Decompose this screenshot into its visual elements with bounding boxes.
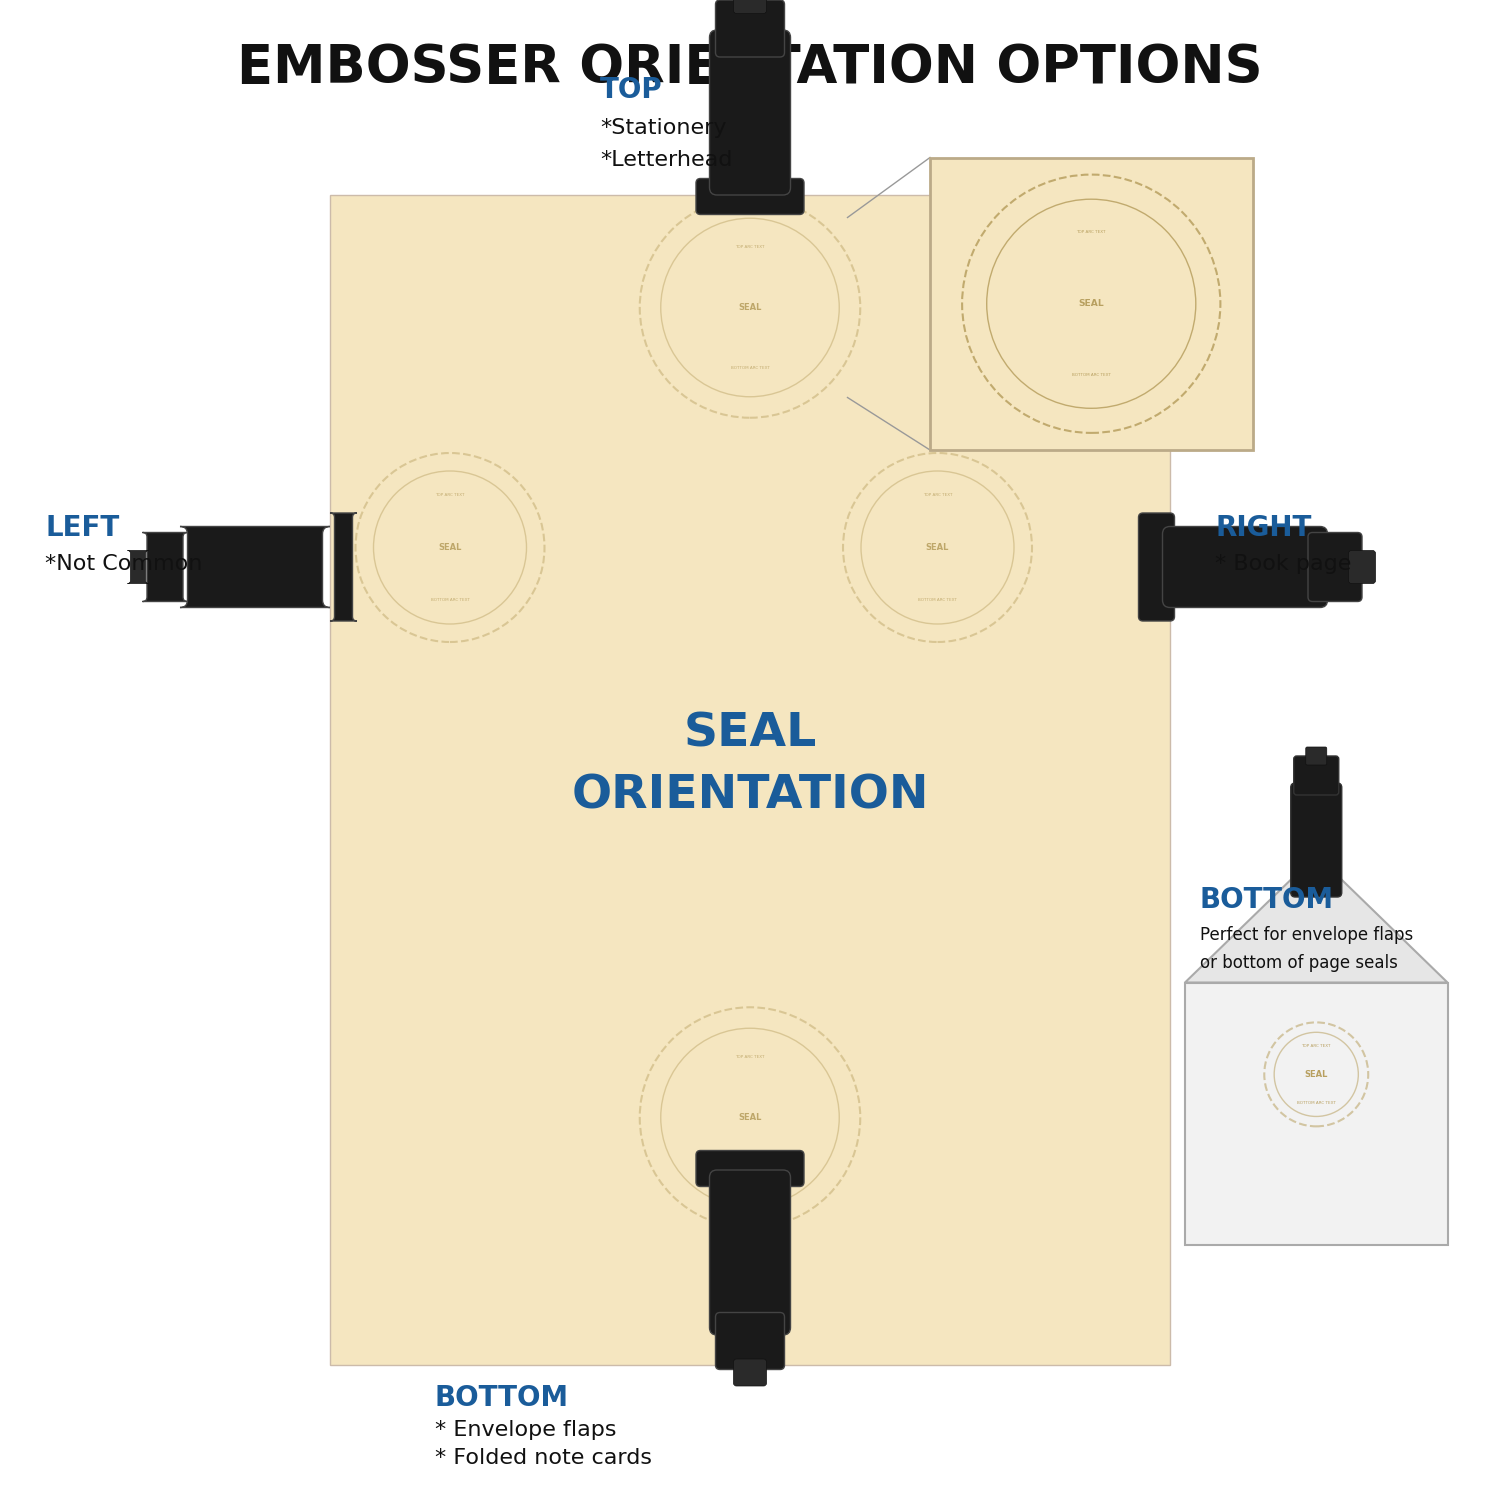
Text: SEAL: SEAL xyxy=(438,543,462,552)
FancyBboxPatch shape xyxy=(330,195,1170,1365)
Text: BOTTOM: BOTTOM xyxy=(1200,886,1334,914)
FancyBboxPatch shape xyxy=(142,532,188,602)
Text: TOP ARC TEXT: TOP ARC TEXT xyxy=(1302,1044,1330,1047)
Text: or bottom of page seals: or bottom of page seals xyxy=(1200,954,1398,972)
Text: SEAL: SEAL xyxy=(1305,1070,1328,1078)
Text: * Book page: * Book page xyxy=(1215,554,1352,574)
Text: *Not Common: *Not Common xyxy=(45,554,203,574)
Text: * Envelope flaps: * Envelope flaps xyxy=(435,1419,616,1440)
FancyBboxPatch shape xyxy=(1185,982,1448,1245)
FancyBboxPatch shape xyxy=(930,158,1252,450)
Text: BOTTOM ARC TEXT: BOTTOM ARC TEXT xyxy=(730,366,770,370)
Text: *Letterhead: *Letterhead xyxy=(600,150,732,171)
FancyBboxPatch shape xyxy=(716,0,784,57)
FancyBboxPatch shape xyxy=(716,1312,784,1370)
Text: SEAL: SEAL xyxy=(926,543,950,552)
Text: TOP ARC TEXT: TOP ARC TEXT xyxy=(922,494,952,498)
Text: LEFT: LEFT xyxy=(45,514,120,541)
Text: SEAL: SEAL xyxy=(1078,300,1104,309)
FancyBboxPatch shape xyxy=(1305,747,1326,765)
Text: BOTTOM ARC TEXT: BOTTOM ARC TEXT xyxy=(730,1176,770,1180)
FancyBboxPatch shape xyxy=(1348,550,1376,584)
FancyBboxPatch shape xyxy=(734,1359,766,1386)
Text: BOTTOM ARC TEXT: BOTTOM ARC TEXT xyxy=(1072,374,1110,376)
FancyBboxPatch shape xyxy=(710,1170,791,1335)
FancyBboxPatch shape xyxy=(330,513,357,621)
FancyBboxPatch shape xyxy=(710,30,791,195)
Text: Perfect for envelope flaps: Perfect for envelope flaps xyxy=(1200,926,1413,944)
Text: SEAL: SEAL xyxy=(738,1113,762,1122)
Text: BOTTOM ARC TEXT: BOTTOM ARC TEXT xyxy=(430,597,470,602)
FancyBboxPatch shape xyxy=(1308,532,1362,602)
Text: * Folded note cards: * Folded note cards xyxy=(435,1448,652,1468)
Polygon shape xyxy=(1185,855,1448,982)
FancyBboxPatch shape xyxy=(1162,526,1328,608)
Text: TOP ARC TEXT: TOP ARC TEXT xyxy=(1077,231,1106,234)
FancyBboxPatch shape xyxy=(696,178,804,214)
FancyBboxPatch shape xyxy=(180,526,330,608)
FancyBboxPatch shape xyxy=(1138,513,1174,621)
Text: BOTTOM: BOTTOM xyxy=(435,1384,568,1411)
Text: SEAL: SEAL xyxy=(738,303,762,312)
Text: EMBOSSER ORIENTATION OPTIONS: EMBOSSER ORIENTATION OPTIONS xyxy=(237,42,1263,93)
FancyBboxPatch shape xyxy=(128,550,148,584)
FancyBboxPatch shape xyxy=(1293,756,1338,795)
Text: SEAL
ORIENTATION: SEAL ORIENTATION xyxy=(572,711,928,819)
Text: RIGHT: RIGHT xyxy=(1215,514,1311,541)
FancyBboxPatch shape xyxy=(696,1150,804,1186)
Text: BOTTOM ARC TEXT: BOTTOM ARC TEXT xyxy=(1298,1101,1335,1106)
FancyBboxPatch shape xyxy=(1290,783,1341,897)
Text: TOP ARC TEXT: TOP ARC TEXT xyxy=(735,244,765,249)
Text: TOP: TOP xyxy=(600,76,663,104)
Text: BOTTOM ARC TEXT: BOTTOM ARC TEXT xyxy=(918,597,957,602)
Text: TOP ARC TEXT: TOP ARC TEXT xyxy=(435,494,465,498)
Text: TOP ARC TEXT: TOP ARC TEXT xyxy=(735,1054,765,1059)
Text: *Stationery: *Stationery xyxy=(600,117,726,138)
FancyBboxPatch shape xyxy=(734,0,766,13)
